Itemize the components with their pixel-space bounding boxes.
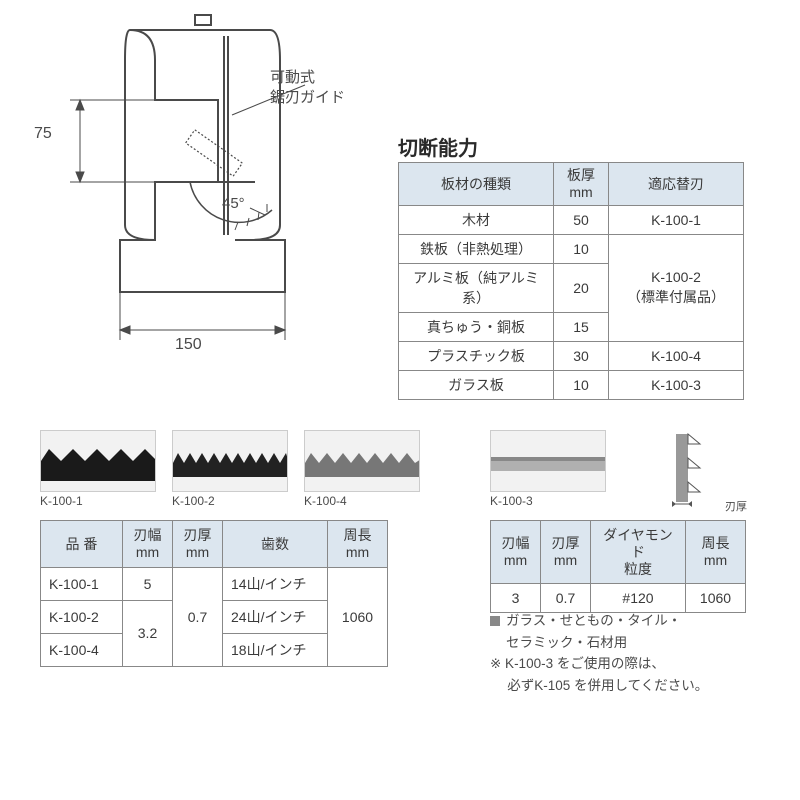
blade-caption: K-100-2	[172, 494, 288, 508]
blade-images-right: K-100-3	[490, 430, 716, 508]
blade-images-left: K-100-1 K-100-2 K-100-4	[40, 430, 420, 508]
blade-profile-diagram	[656, 430, 716, 508]
table-row: K-100-1 5 0.7 14山/インチ 1060	[41, 567, 388, 600]
bandsaw-svg	[40, 10, 380, 370]
usage-notes: ガラス・せともの・タイル・ セラミック・石材用 ※ K-100-3 をご使用の際…	[490, 610, 770, 696]
blade-item: K-100-2	[172, 430, 288, 508]
th-material: 板材の種類	[399, 163, 554, 206]
dim-height: 75	[34, 125, 52, 143]
note-line: 必ずK-105 を併用してください。	[490, 678, 708, 693]
blade-caption: K-100-1	[40, 494, 156, 508]
guide-label-line1: 可動式	[270, 69, 315, 86]
table-row: 鉄板（非熱処理） 10 K-100-2（標準付属品）	[399, 234, 744, 263]
table-row: プラスチック板 30 K-100-4	[399, 341, 744, 370]
angle-label: 45°	[222, 195, 245, 212]
blade-image-k100-4	[304, 430, 420, 492]
table-row: 3 0.7 #120 1060	[491, 584, 746, 613]
guide-label-line2: 鋸刃ガイド	[270, 89, 345, 106]
blade-image-k100-2	[172, 430, 288, 492]
blade-caption: K-100-3	[490, 494, 606, 508]
th-thick: 刃厚mm	[541, 521, 591, 584]
bandsaw-diagram: 75 150	[40, 10, 380, 370]
blade-specs-table-left: 品 番 刃幅mm 刃厚mm 歯数 周長mm K-100-1 5 0.7 14山/…	[40, 520, 388, 667]
th-teeth: 歯数	[223, 521, 328, 568]
th-length: 周長mm	[686, 521, 746, 584]
th-blade: 適応替刃	[609, 163, 744, 206]
blade-thickness-label: 刃厚	[725, 498, 747, 514]
blade-specs-table-right: 刃幅mm 刃厚mm ダイヤモンド粒度 周長mm 3 0.7 #120 1060	[490, 520, 746, 613]
th-length: 周長mm	[328, 521, 388, 568]
blade-image-k100-3	[490, 430, 606, 492]
table-row: 木材 50 K-100-1	[399, 205, 744, 234]
note-line: ガラス・せともの・タイル・	[506, 613, 681, 628]
blade-caption: K-100-4	[304, 494, 420, 508]
th-pn: 品 番	[41, 521, 123, 568]
note-line: セラミック・石材用	[506, 635, 627, 650]
blade-item: K-100-3	[490, 430, 606, 508]
cutting-capability-table: 板材の種類 板厚mm 適応替刃 木材 50 K-100-1 鉄板（非熱処理） 1…	[398, 162, 744, 400]
guide-label: 可動式 鋸刃ガイド	[270, 68, 345, 107]
note-line: ※ K-100-3 をご使用の際は、	[490, 656, 665, 671]
th-thickness: 板厚mm	[554, 163, 609, 206]
th-grit: ダイヤモンド粒度	[591, 521, 686, 584]
dim-width: 150	[175, 336, 202, 354]
th-width: 刃幅mm	[491, 521, 541, 584]
table-row: ガラス板 10 K-100-3	[399, 370, 744, 399]
blade-image-k100-1	[40, 430, 156, 492]
cutting-capability-title: 切断能力	[398, 132, 478, 161]
th-width: 刃幅mm	[123, 521, 173, 568]
blade-item: K-100-1	[40, 430, 156, 508]
bullet-icon	[490, 616, 500, 626]
th-thick: 刃厚mm	[173, 521, 223, 568]
blade-item: K-100-4	[304, 430, 420, 508]
merged-blade-cell: K-100-2（標準付属品）	[609, 234, 744, 341]
